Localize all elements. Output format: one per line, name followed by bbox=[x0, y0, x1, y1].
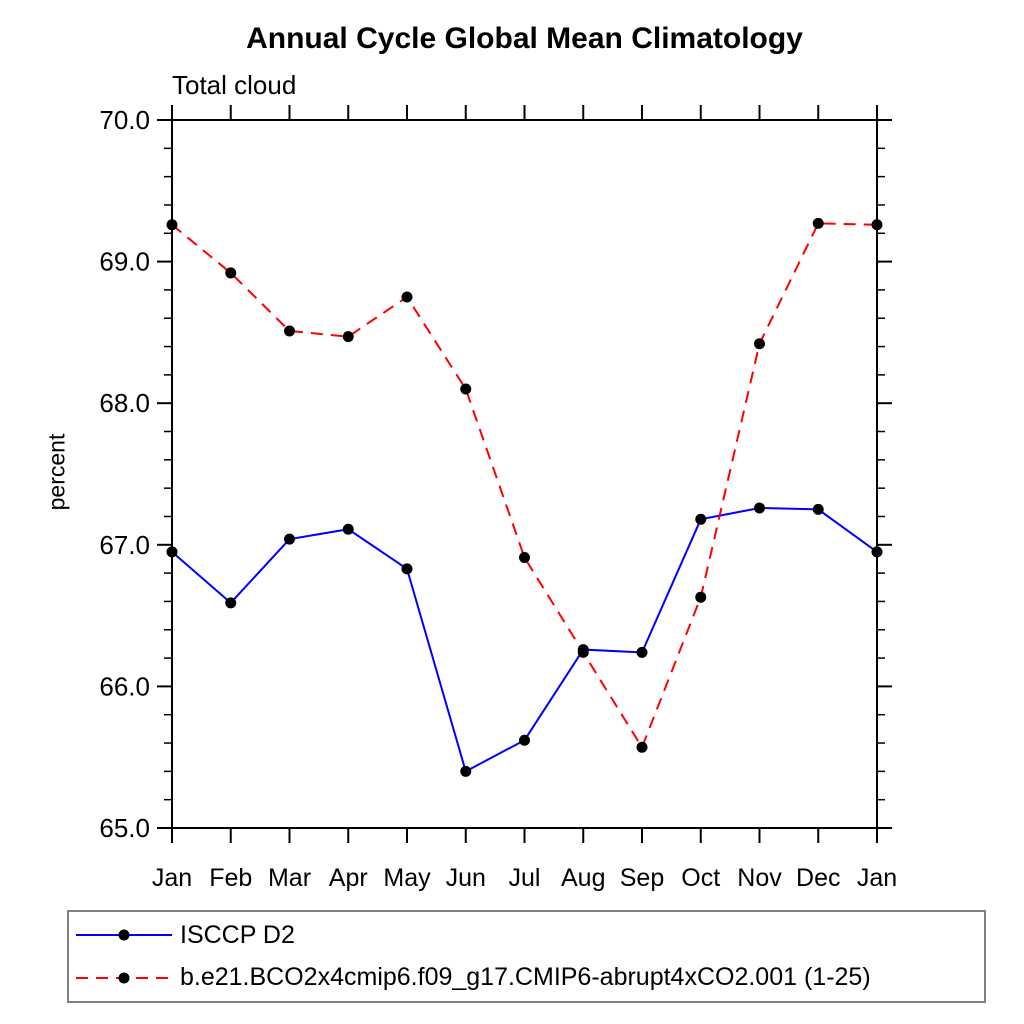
series-1-marker bbox=[460, 383, 472, 395]
chart-subtitle: Total cloud bbox=[172, 70, 297, 100]
x-tick-label: Jun bbox=[446, 864, 486, 892]
series-0-marker bbox=[519, 734, 530, 746]
legend-label: ISCCP D2 bbox=[180, 920, 295, 949]
legend-line-dashed-icon bbox=[76, 972, 172, 984]
plot-frame bbox=[171, 119, 878, 829]
series-1-marker bbox=[401, 291, 413, 303]
x-tick-label: Nov bbox=[737, 864, 782, 892]
y-tick-label: 68.0 bbox=[99, 388, 150, 418]
x-tick-label: Dec bbox=[796, 864, 840, 892]
y-tick-label: 67.0 bbox=[99, 530, 150, 560]
series-0-marker bbox=[284, 533, 295, 545]
series-0-marker bbox=[225, 597, 237, 609]
series-1-marker bbox=[166, 219, 178, 231]
series-1-marker bbox=[871, 219, 883, 231]
y-axis-title: percent bbox=[43, 433, 70, 511]
x-tick-label: Feb bbox=[209, 864, 252, 892]
x-tick-label: Apr bbox=[329, 864, 368, 892]
legend-item-model: b.e21.BCO2x4cmip6.f09_g17.CMIP6-abrupt4x… bbox=[74, 959, 984, 997]
series-0-marker bbox=[166, 546, 178, 558]
series-0-marker bbox=[636, 646, 648, 658]
x-tick-label: Jan bbox=[152, 864, 192, 892]
y-tick-label: 66.0 bbox=[99, 671, 150, 701]
x-tick-label: Oct bbox=[681, 864, 720, 892]
x-tick-label: Jan bbox=[857, 864, 897, 892]
y-tick-label: 65.0 bbox=[99, 813, 150, 843]
series-1-marker bbox=[284, 325, 295, 337]
series-0-marker bbox=[695, 513, 707, 525]
y-tick-label: 70.0 bbox=[99, 105, 150, 135]
series-0-marker bbox=[812, 503, 824, 515]
y-tick-label: 69.0 bbox=[99, 247, 150, 277]
series-1-marker bbox=[636, 741, 648, 753]
legend-item-isccp: ISCCP D2 bbox=[74, 916, 984, 954]
series-0-marker bbox=[460, 765, 472, 777]
series-1-marker bbox=[754, 338, 765, 350]
x-tick-label: Mar bbox=[268, 864, 311, 892]
series-0-marker bbox=[401, 563, 413, 575]
legend-label: b.e21.BCO2x4cmip6.f09_g17.CMIP6-abrupt4x… bbox=[180, 963, 871, 992]
series-line-0 bbox=[171, 506, 878, 773]
series-1-marker bbox=[225, 267, 237, 279]
x-tick-label: Jul bbox=[509, 864, 541, 892]
series-line-1 bbox=[171, 222, 878, 750]
series-0-marker bbox=[342, 523, 354, 535]
series-0-marker bbox=[754, 502, 765, 514]
series-1-marker bbox=[695, 591, 707, 603]
series-0-marker bbox=[871, 546, 883, 558]
series-1-marker bbox=[342, 331, 354, 343]
series-1-marker bbox=[577, 646, 589, 658]
series-1-marker bbox=[812, 217, 824, 229]
x-tick-label: Aug bbox=[561, 864, 605, 892]
chart-title: Annual Cycle Global Mean Climatology bbox=[246, 22, 803, 55]
x-tick-label: Sep bbox=[620, 864, 664, 892]
legend: ISCCP D2 b.e21.BCO2x4cmip6.f09_g17.CMIP6… bbox=[67, 910, 986, 1003]
x-tick-label: May bbox=[383, 864, 431, 892]
legend-line-solid-icon bbox=[76, 929, 172, 941]
series-1-marker bbox=[519, 552, 530, 564]
